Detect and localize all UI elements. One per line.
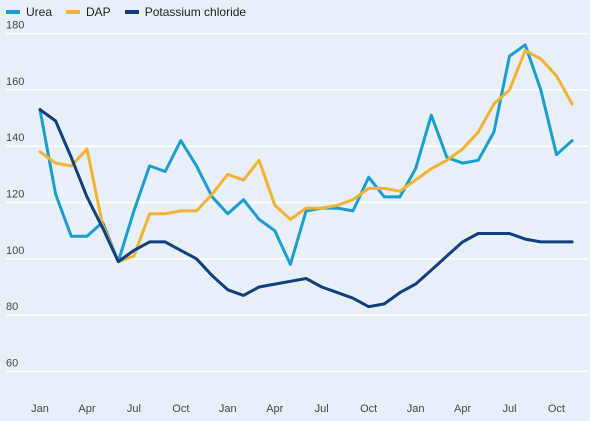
legend-item-urea: Urea <box>6 5 52 19</box>
y-tick-label: 100 <box>6 245 24 257</box>
series-line-potassium-chloride <box>38 108 574 309</box>
legend-item-dap: DAP <box>66 5 111 19</box>
y-tick-label: 60 <box>6 357 18 369</box>
series-line-urea <box>38 43 574 266</box>
x-tick-label: Oct <box>172 403 189 415</box>
y-tick-label: 80 <box>6 301 18 313</box>
x-tick-label: Oct <box>360 403 377 415</box>
y-tick-label: 160 <box>6 76 24 88</box>
x-tick-label: Jul <box>502 403 516 415</box>
x-tick-label: Apr <box>454 403 471 415</box>
x-tick-label: Apr <box>266 403 283 415</box>
y-tick-label: 180 <box>6 20 24 32</box>
x-tick-label: Oct <box>548 403 565 415</box>
x-tick-label: Jan <box>31 403 49 415</box>
x-tick-label: Jan <box>407 403 425 415</box>
x-tick-label: Jul <box>127 403 141 415</box>
legend-swatch-potassium-chloride <box>124 10 139 14</box>
legend-label-potassium-chloride: Potassium chloride <box>144 5 247 19</box>
legend-item-potassium-chloride: Potassium chloride <box>124 5 247 19</box>
legend-label-dap: DAP <box>86 5 111 19</box>
legend-swatch-dap <box>66 10 81 14</box>
legend-label-urea: Urea <box>26 5 53 19</box>
legend: Urea DAP Potassium chloride <box>6 4 260 20</box>
series-line-dap <box>38 49 574 264</box>
x-tick-label: Apr <box>78 403 95 415</box>
x-tick-label: Jan <box>219 403 237 415</box>
y-tick-label: 120 <box>6 189 24 201</box>
legend-swatch-urea <box>6 10 20 14</box>
y-tick-label: 140 <box>6 132 24 144</box>
x-tick-label: Jul <box>315 403 329 415</box>
